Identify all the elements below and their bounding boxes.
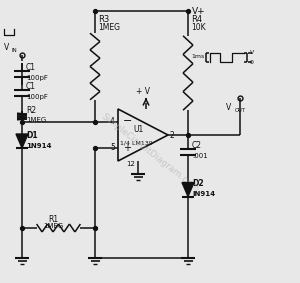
Text: 1MEG: 1MEG: [44, 223, 64, 229]
Text: 12: 12: [126, 161, 135, 167]
Text: + V: + V: [136, 87, 150, 95]
Text: C2: C2: [192, 141, 202, 150]
Text: D1: D1: [26, 130, 38, 140]
Text: SimpleCircuitDiagram.com: SimpleCircuitDiagram.com: [99, 112, 201, 194]
Text: 4: 4: [110, 117, 115, 127]
Text: R3: R3: [98, 16, 109, 25]
Text: −: −: [123, 116, 132, 126]
Text: 1/4 LM139: 1/4 LM139: [120, 140, 152, 145]
Text: 2: 2: [170, 130, 175, 140]
Text: C1: C1: [26, 82, 36, 91]
Text: .001: .001: [192, 153, 208, 158]
Text: 100pF: 100pF: [26, 75, 48, 81]
Text: 1N914: 1N914: [26, 143, 52, 149]
Text: IN: IN: [12, 48, 18, 53]
Text: 100pF: 100pF: [26, 93, 48, 100]
Text: 1MEG: 1MEG: [98, 23, 120, 33]
Text: V+: V+: [192, 7, 206, 16]
Text: +: +: [123, 143, 131, 153]
Text: R4: R4: [191, 16, 202, 25]
Text: R1: R1: [48, 215, 59, 224]
Text: R2: R2: [26, 106, 36, 115]
Text: V: V: [4, 42, 9, 52]
Polygon shape: [182, 183, 194, 196]
Text: 10K: 10K: [191, 23, 206, 33]
Text: OUT: OUT: [235, 108, 246, 113]
Text: 1MEG: 1MEG: [26, 117, 46, 123]
Text: U1: U1: [133, 125, 143, 134]
Text: 1ms: 1ms: [192, 55, 205, 59]
Text: D2: D2: [192, 179, 204, 188]
Text: V: V: [226, 104, 231, 113]
Text: C1: C1: [26, 63, 36, 72]
Text: IN914: IN914: [192, 192, 215, 198]
Text: 5: 5: [110, 143, 115, 153]
Text: 0: 0: [250, 61, 254, 65]
Text: V: V: [250, 50, 254, 55]
Polygon shape: [16, 134, 28, 148]
